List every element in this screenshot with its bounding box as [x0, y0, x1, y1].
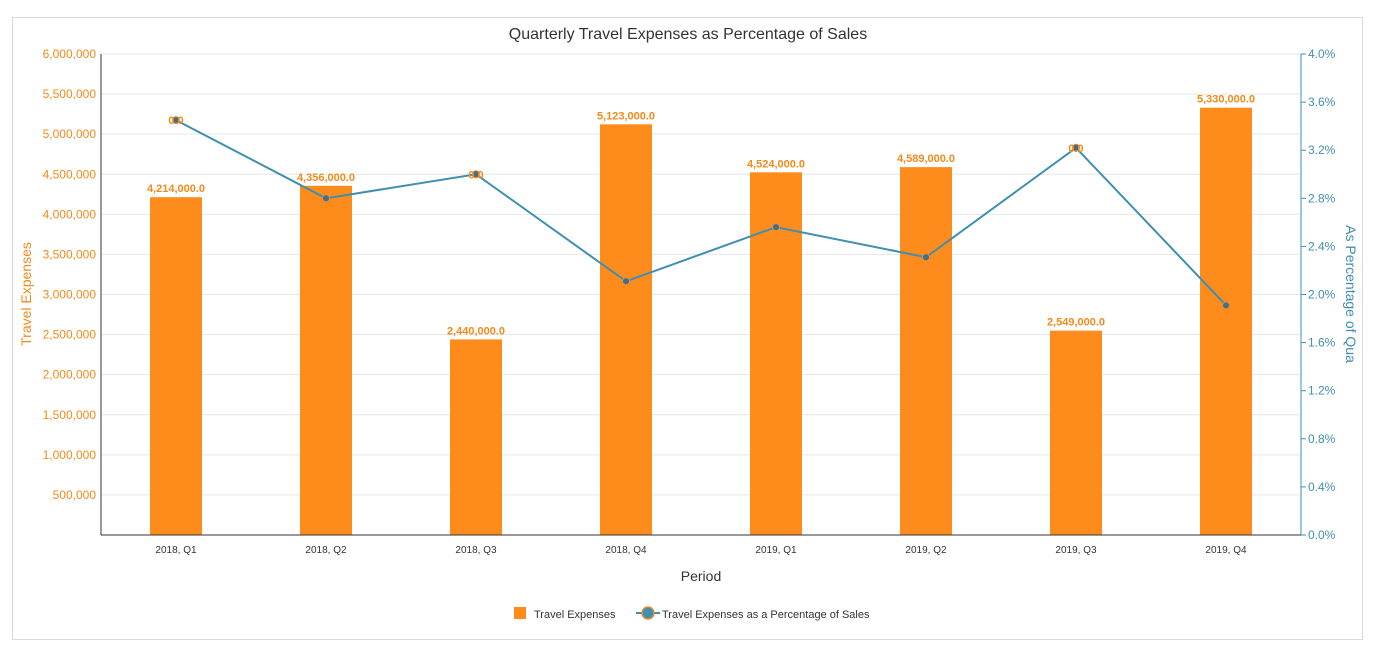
bar[interactable] [150, 197, 202, 535]
bar-data-label: 4,524,000.0 [747, 158, 805, 170]
x-tick-label: 2019, Q1 [755, 545, 797, 556]
right-tick-label: 2.0% [1308, 288, 1336, 302]
bar-data-label: 4,589,000.0 [897, 153, 955, 165]
legend[interactable]: Travel Expenses Travel Expenses as a Per… [514, 606, 870, 621]
left-tick-label: 4,000,000 [43, 207, 97, 221]
bar[interactable] [1200, 107, 1252, 535]
legend-label-bar[interactable]: Travel Expenses [534, 609, 616, 621]
left-tick-label: 2,000,000 [43, 368, 97, 382]
right-tick-label: 0.4% [1308, 480, 1336, 494]
right-tick-label: 0.8% [1308, 432, 1336, 446]
chart-frame [12, 17, 1363, 640]
x-tick-label: 2018, Q4 [605, 545, 647, 556]
bar[interactable] [1050, 330, 1102, 535]
x-axis-title: Period [681, 568, 721, 584]
right-tick-label: 4.0% [1308, 47, 1336, 61]
left-tick-label: 2,500,000 [43, 328, 97, 342]
bar-data-label: 5,123,000.0 [597, 110, 655, 122]
bar[interactable] [300, 185, 352, 535]
bar[interactable] [450, 339, 502, 535]
bar[interactable] [600, 124, 652, 536]
left-tick-label: 1,500,000 [43, 408, 97, 422]
line-point[interactable] [922, 253, 930, 262]
right-tick-label: 2.8% [1308, 191, 1336, 205]
right-tick-label: 0.0% [1308, 528, 1336, 542]
bar-data-label: 2,440,000.0 [447, 325, 505, 337]
left-axis-title: Travel Expenses [18, 242, 34, 346]
x-axis-ticks: 2018, Q1 2018, Q2 2018, Q3 2018, Q4 2019, Q1… [155, 545, 1247, 556]
bar-data-label: 4,214,000.0 [147, 183, 205, 195]
x-tick-label: 2019, Q3 [1055, 545, 1097, 556]
bar-series[interactable] [150, 107, 1252, 536]
right-axis-title: As Percentage of Qua [1343, 225, 1359, 363]
right-tick-label: 1.6% [1308, 336, 1336, 350]
line-series[interactable]: 0.0 0.0 0.0 [168, 115, 1230, 310]
right-tick-label: 2.4% [1308, 239, 1336, 253]
legend-swatch-marker[interactable] [641, 606, 655, 620]
right-tick-label: 1.2% [1308, 384, 1336, 398]
line-data-label: 0.0 [468, 169, 483, 181]
left-tick-label: 3,000,000 [43, 288, 97, 302]
bar-data-label: 4,356,000.0 [297, 172, 355, 184]
bar[interactable] [900, 167, 952, 535]
x-tick-label: 2018, Q1 [155, 545, 197, 556]
line-point[interactable] [1222, 301, 1230, 310]
legend-swatch-bar[interactable] [514, 607, 526, 619]
x-tick-label: 2019, Q4 [1205, 545, 1247, 556]
left-tick-label: 5,000,000 [43, 127, 97, 141]
left-tick-label: 6,000,000 [43, 47, 97, 61]
line-point[interactable] [172, 116, 180, 125]
left-tick-label: 5,500,000 [43, 87, 97, 101]
chart-title: Quarterly Travel Expenses as Percentage … [509, 26, 867, 43]
x-tick-label: 2018, Q3 [455, 545, 497, 556]
line-point[interactable] [1072, 143, 1080, 152]
line-data-label: 0.0 [168, 115, 183, 127]
line-point[interactable] [472, 170, 480, 179]
line-point[interactable] [772, 223, 780, 232]
line-point[interactable] [322, 194, 330, 203]
left-tick-label: 3,500,000 [43, 247, 97, 261]
bar-data-label: 5,330,000.0 [1197, 94, 1255, 106]
right-tick-label: 3.6% [1308, 95, 1336, 109]
left-axis-ticks: 500,000 1,000,000 1,500,000 2,000,000 2,500,… [43, 47, 97, 502]
left-tick-label: 500,000 [53, 488, 97, 502]
bar-data-labels: 4,214,000.0 4,356,000.0 2,440,000.0 5,123,0… [147, 94, 1255, 338]
line-point[interactable] [622, 277, 630, 286]
x-tick-label: 2019, Q2 [905, 545, 947, 556]
right-axis-ticks: 0.0% 0.4% 0.8% 1.2% 1.6% 2.0% 2.4% 2.8% 3.2% 3.6%… [1301, 47, 1336, 542]
line-data-label: 0.0 [1068, 143, 1083, 155]
left-tick-label: 1,000,000 [43, 448, 97, 462]
right-tick-label: 3.2% [1308, 143, 1336, 157]
grid-lines [101, 53, 1301, 496]
series-line[interactable] [175, 119, 1227, 307]
bar-data-label: 2,549,000.0 [1047, 317, 1105, 329]
left-tick-label: 4,500,000 [43, 167, 97, 181]
legend-label-line[interactable]: Travel Expenses as a Percentage of Sales [662, 609, 870, 621]
x-tick-label: 2018, Q2 [305, 545, 347, 556]
